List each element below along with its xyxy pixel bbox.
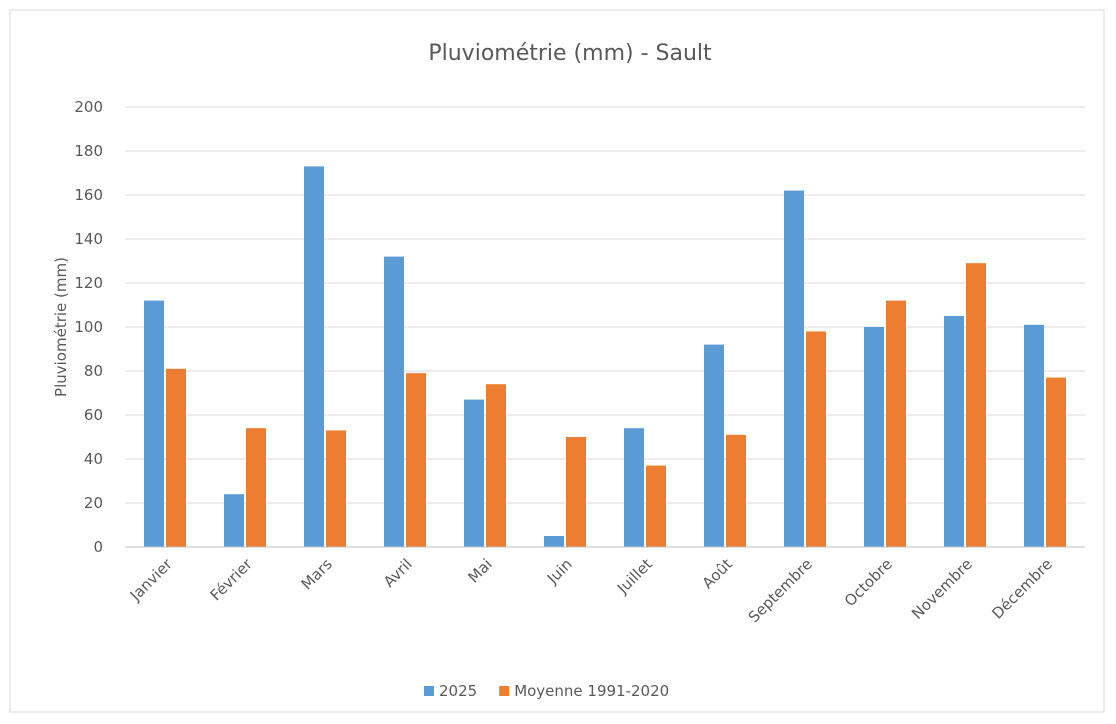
- bar: [704, 344, 724, 547]
- bar: [566, 437, 586, 547]
- y-tick-label: 120: [74, 274, 103, 292]
- bar: [486, 384, 506, 547]
- bar: [806, 331, 826, 547]
- bar: [1046, 377, 1066, 547]
- bar: [646, 465, 666, 547]
- bar: [304, 166, 324, 547]
- bar: [886, 300, 906, 547]
- y-tick-label: 60: [84, 406, 103, 424]
- chart-frame: [9, 9, 1105, 713]
- bar: [784, 190, 804, 547]
- y-tick-label: 20: [84, 494, 103, 512]
- bar: [464, 399, 484, 547]
- y-tick-label: 0: [93, 538, 103, 556]
- bar: [326, 430, 346, 547]
- y-tick-label: 80: [84, 362, 103, 380]
- bar: [944, 316, 964, 547]
- chart-title: Pluviométrie (mm) - Sault: [428, 41, 712, 66]
- bar: [246, 428, 266, 547]
- legend-label: 2025: [439, 682, 477, 700]
- y-tick-label: 40: [84, 450, 103, 468]
- y-tick-label: 180: [74, 142, 103, 160]
- bar: [966, 263, 986, 547]
- bar: [544, 536, 564, 547]
- y-tick-label: 160: [74, 186, 103, 204]
- bar: [624, 428, 644, 547]
- y-tick-label: 140: [74, 230, 103, 248]
- legend-label: Moyenne 1991-2020: [514, 682, 669, 700]
- bar: [864, 327, 884, 547]
- bar: [144, 300, 164, 547]
- y-tick-label: 100: [74, 318, 103, 336]
- legend-swatch: [499, 686, 510, 696]
- y-axis-label: Pluviométrie (mm): [52, 257, 70, 397]
- bar: [726, 434, 746, 547]
- legend-swatch: [424, 686, 434, 696]
- bar: [406, 373, 426, 547]
- bar: [1024, 324, 1044, 547]
- y-tick-label: 200: [74, 98, 103, 116]
- bar: [166, 368, 186, 547]
- bar: [384, 256, 404, 547]
- bar: [224, 494, 244, 547]
